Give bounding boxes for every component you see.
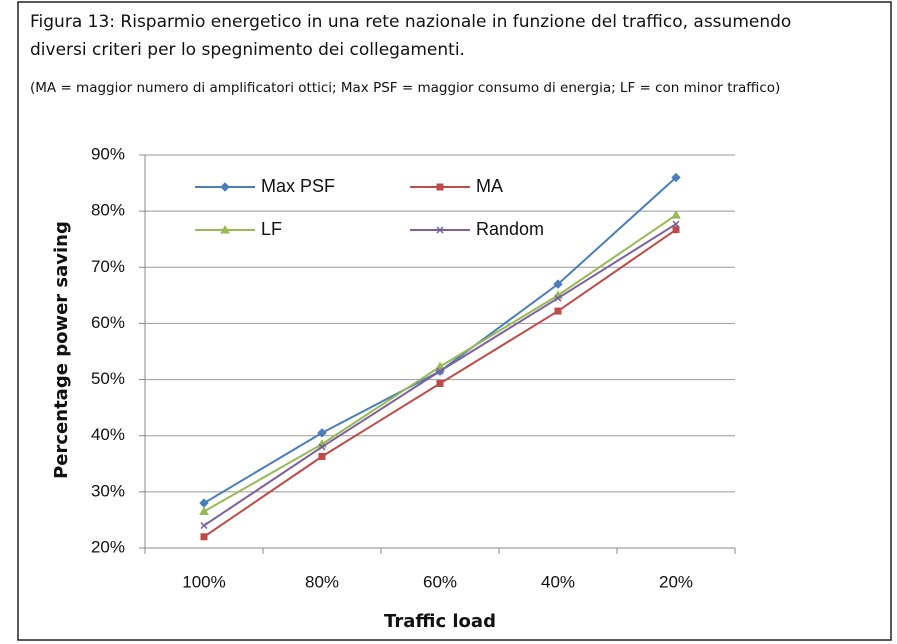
y-tick-label: 20% (91, 537, 125, 556)
data-point (199, 506, 209, 516)
legend-marker (436, 226, 444, 234)
x-tick-label: 40% (541, 572, 575, 591)
x-tick-label: 80% (305, 572, 339, 591)
data-point (318, 452, 326, 460)
frame (17, 1, 892, 641)
y-tick-label: 30% (91, 481, 125, 500)
caption-line: diversi criteri per lo spegnimento dei c… (30, 40, 465, 60)
data-point (200, 522, 208, 530)
data-point (671, 172, 681, 183)
x-tick-label: 20% (659, 572, 693, 591)
y-tick-label: 70% (91, 257, 125, 276)
data-point (435, 361, 445, 371)
data-point (671, 210, 681, 219)
caption-line: Figura 13: Risparmio energetico in una r… (30, 12, 791, 32)
legend-label: Max PSF (261, 176, 335, 196)
y-tick-label: 50% (91, 369, 125, 388)
data-point (436, 380, 444, 388)
data-point (554, 294, 562, 302)
data-point (200, 533, 208, 541)
y-tick-label: 40% (91, 425, 125, 444)
legend-marker (220, 182, 230, 192)
data-point (436, 367, 444, 375)
x-tick-label: 100% (182, 572, 225, 591)
y-tick-label: 60% (91, 313, 125, 332)
data-point (672, 226, 680, 234)
legend-label: Random (476, 219, 544, 239)
legend-label: LF (261, 219, 282, 239)
y-axis-label: Percentage power saving (51, 221, 72, 479)
data-point (318, 443, 326, 451)
data-point (317, 428, 327, 438)
y-tick-label: 90% (91, 144, 125, 163)
x-tick-label: 60% (423, 572, 457, 591)
y-tick-label: 80% (91, 201, 125, 220)
data-point (554, 307, 562, 315)
x-axis-label: Traffic load (384, 611, 496, 632)
legend-label: MA (476, 176, 503, 196)
legend-marker (436, 183, 444, 191)
data-point (553, 279, 563, 289)
data-point (672, 220, 680, 228)
caption-note: (MA = maggior numero di amplificatori ot… (30, 80, 780, 96)
legend-marker (220, 224, 230, 234)
